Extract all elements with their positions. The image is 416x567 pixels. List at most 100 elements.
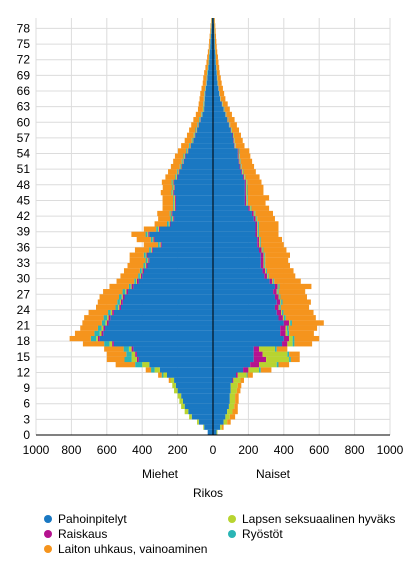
women-bar xyxy=(255,226,258,232)
women-bar xyxy=(278,304,280,310)
x-tick-label: 1000 xyxy=(377,443,404,457)
men-bar xyxy=(204,70,207,76)
men-bar xyxy=(208,64,213,71)
men-bar xyxy=(176,169,178,175)
women-bar xyxy=(213,247,260,253)
women-bar xyxy=(213,346,254,352)
men-bar xyxy=(158,216,171,222)
men-bar xyxy=(139,273,141,279)
men-bar xyxy=(159,367,213,373)
men-bar xyxy=(211,18,213,24)
men-bar xyxy=(171,179,173,185)
men-bar xyxy=(161,242,213,248)
women-bar xyxy=(244,174,246,180)
women-bar xyxy=(234,403,238,409)
women-bar xyxy=(213,190,245,196)
men-bar xyxy=(173,158,182,164)
women-bar xyxy=(219,85,223,92)
women-bar xyxy=(259,242,261,248)
women-bar xyxy=(234,143,236,149)
y-tick-label: 6 xyxy=(23,397,30,411)
x-tick-label: 400 xyxy=(132,443,152,457)
women-bar xyxy=(213,49,216,55)
men-bar xyxy=(99,335,213,342)
women-bar xyxy=(273,289,277,295)
women-bar xyxy=(233,132,234,138)
women-bar xyxy=(245,174,260,180)
women-bar xyxy=(287,330,290,337)
women-bar xyxy=(213,64,217,71)
women-bar xyxy=(280,325,286,331)
women-bar xyxy=(290,356,300,363)
men-bar xyxy=(189,414,192,420)
women-bar xyxy=(213,96,221,102)
women-bar xyxy=(258,231,260,237)
men-bar xyxy=(106,320,109,326)
women-bar xyxy=(213,268,263,274)
women-bar xyxy=(259,346,275,352)
women-bar xyxy=(286,325,289,331)
women-bar xyxy=(285,330,288,337)
women-bar xyxy=(241,163,242,170)
women-bar xyxy=(244,195,247,201)
women-bar xyxy=(292,341,295,347)
men-bar xyxy=(188,408,213,415)
legend-item-laiton-uhkaus[interactable]: Laiton uhkaus, vainoaminen xyxy=(44,542,207,556)
men-bar xyxy=(174,205,176,211)
women-bar xyxy=(266,268,267,274)
women-bar xyxy=(243,174,245,180)
women-bar xyxy=(229,393,236,399)
women-bar xyxy=(213,325,281,331)
men-bar xyxy=(195,111,202,118)
legend-item-raiskaus[interactable]: Raiskaus xyxy=(44,527,107,541)
legend-item-pahoinpitelyt[interactable]: Pahoinpitelyt xyxy=(44,512,127,526)
women-bar xyxy=(233,137,234,144)
men-bar xyxy=(151,247,153,253)
women-bar xyxy=(213,148,238,154)
men-bar xyxy=(105,325,213,331)
women-bar xyxy=(265,252,290,258)
women-bar xyxy=(287,351,290,357)
women-bar xyxy=(244,190,246,196)
men-bar xyxy=(203,101,204,107)
women-bar xyxy=(213,242,258,248)
legend-label: Lapsen seksuaalinen hyväks xyxy=(242,512,396,526)
men-bar xyxy=(104,341,110,347)
women-bar xyxy=(276,346,288,352)
men-bar xyxy=(152,247,213,253)
women-bar xyxy=(259,221,279,227)
men-bar xyxy=(203,96,205,102)
women-bar xyxy=(215,44,217,50)
men-bar xyxy=(209,38,211,45)
women-bar xyxy=(257,226,259,232)
women-bar xyxy=(260,262,264,269)
women-bar xyxy=(213,262,261,269)
women-bar xyxy=(246,179,248,185)
women-bar xyxy=(213,231,256,237)
women-bar xyxy=(255,231,258,237)
women-bar xyxy=(279,294,281,300)
legend-item-lapsen-seksuaalinen[interactable]: Lapsen seksuaalinen hyväks xyxy=(228,512,395,526)
men-bar xyxy=(205,85,213,92)
women-bar xyxy=(213,398,230,404)
women-bar xyxy=(213,169,242,175)
women-bar xyxy=(213,330,281,337)
men-bar xyxy=(129,257,146,264)
women-bar xyxy=(255,216,257,222)
men-bar xyxy=(209,33,211,39)
men-bar xyxy=(201,111,203,118)
men-bar xyxy=(172,210,213,217)
women-bar xyxy=(220,96,226,102)
legend-label: Raiskaus xyxy=(58,527,108,541)
men-bar xyxy=(174,184,213,191)
men-bar xyxy=(145,257,148,264)
legend-item-ryostot[interactable]: Ryöstöt xyxy=(228,527,283,541)
women-bar xyxy=(260,367,272,373)
men-bar xyxy=(145,367,152,373)
women-bar xyxy=(213,372,237,378)
men-bar xyxy=(210,33,213,39)
men-bar xyxy=(120,299,123,305)
men-bar xyxy=(177,393,182,399)
women-bar xyxy=(245,179,247,185)
women-bar xyxy=(213,85,219,92)
